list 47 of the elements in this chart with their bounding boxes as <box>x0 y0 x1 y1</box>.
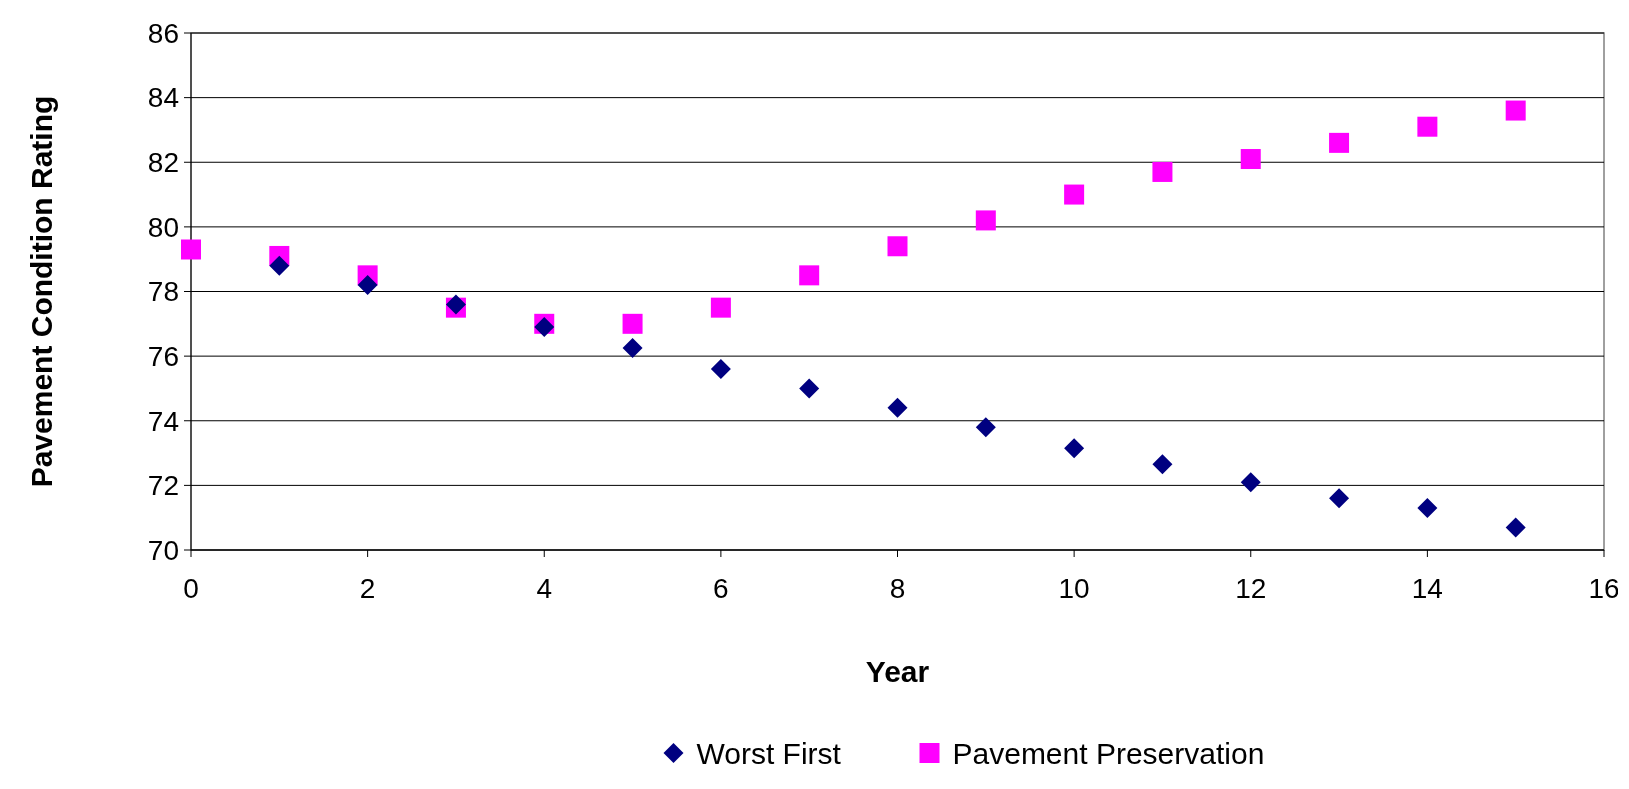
y-tick-label: 78 <box>147 276 179 308</box>
y-tick-label: 86 <box>147 17 179 49</box>
point <box>975 417 996 438</box>
point <box>1064 438 1085 459</box>
x-tick-label: 16 <box>1588 573 1620 604</box>
point <box>622 338 643 359</box>
point <box>1152 454 1173 475</box>
point <box>887 397 908 418</box>
point <box>1152 161 1173 182</box>
point <box>1240 149 1261 170</box>
point <box>269 255 290 276</box>
y-tick-label: 80 <box>147 211 179 243</box>
point <box>799 265 820 286</box>
x-tick-label: 4 <box>536 573 553 604</box>
point <box>799 378 820 399</box>
legend-label: Pavement Preservation <box>952 736 1265 770</box>
point <box>1064 184 1085 205</box>
x-tick-label: 12 <box>1235 573 1267 604</box>
point <box>1417 497 1438 518</box>
point <box>1329 132 1350 153</box>
x-tick-label: 8 <box>889 573 906 604</box>
x-tick-label: 10 <box>1058 573 1090 604</box>
point <box>710 297 731 318</box>
y-tick-label: 70 <box>147 534 179 566</box>
point <box>1505 517 1526 538</box>
y-tick-label: 82 <box>147 147 179 179</box>
x-tick-label: 6 <box>713 573 729 604</box>
y-axis-title: Pavement Condition Rating <box>25 95 58 488</box>
legend-label: Worst First <box>696 736 842 770</box>
point <box>1240 472 1261 493</box>
point <box>1417 116 1438 137</box>
point <box>181 239 201 260</box>
point <box>975 210 996 231</box>
x-axis-title: Year <box>865 655 930 688</box>
point <box>1505 100 1526 121</box>
x-tick-label: 14 <box>1411 573 1443 604</box>
point <box>887 236 908 257</box>
point <box>357 275 378 296</box>
y-tick-label: 72 <box>147 470 179 502</box>
y-tick-label: 76 <box>147 340 179 372</box>
point <box>622 313 643 334</box>
x-tick-label: 0 <box>183 573 199 604</box>
y-tick-label: 74 <box>147 405 179 437</box>
point <box>1329 488 1350 509</box>
y-tick-label: 84 <box>147 82 179 114</box>
x-tick-label: 2 <box>359 573 376 604</box>
point <box>710 359 731 380</box>
